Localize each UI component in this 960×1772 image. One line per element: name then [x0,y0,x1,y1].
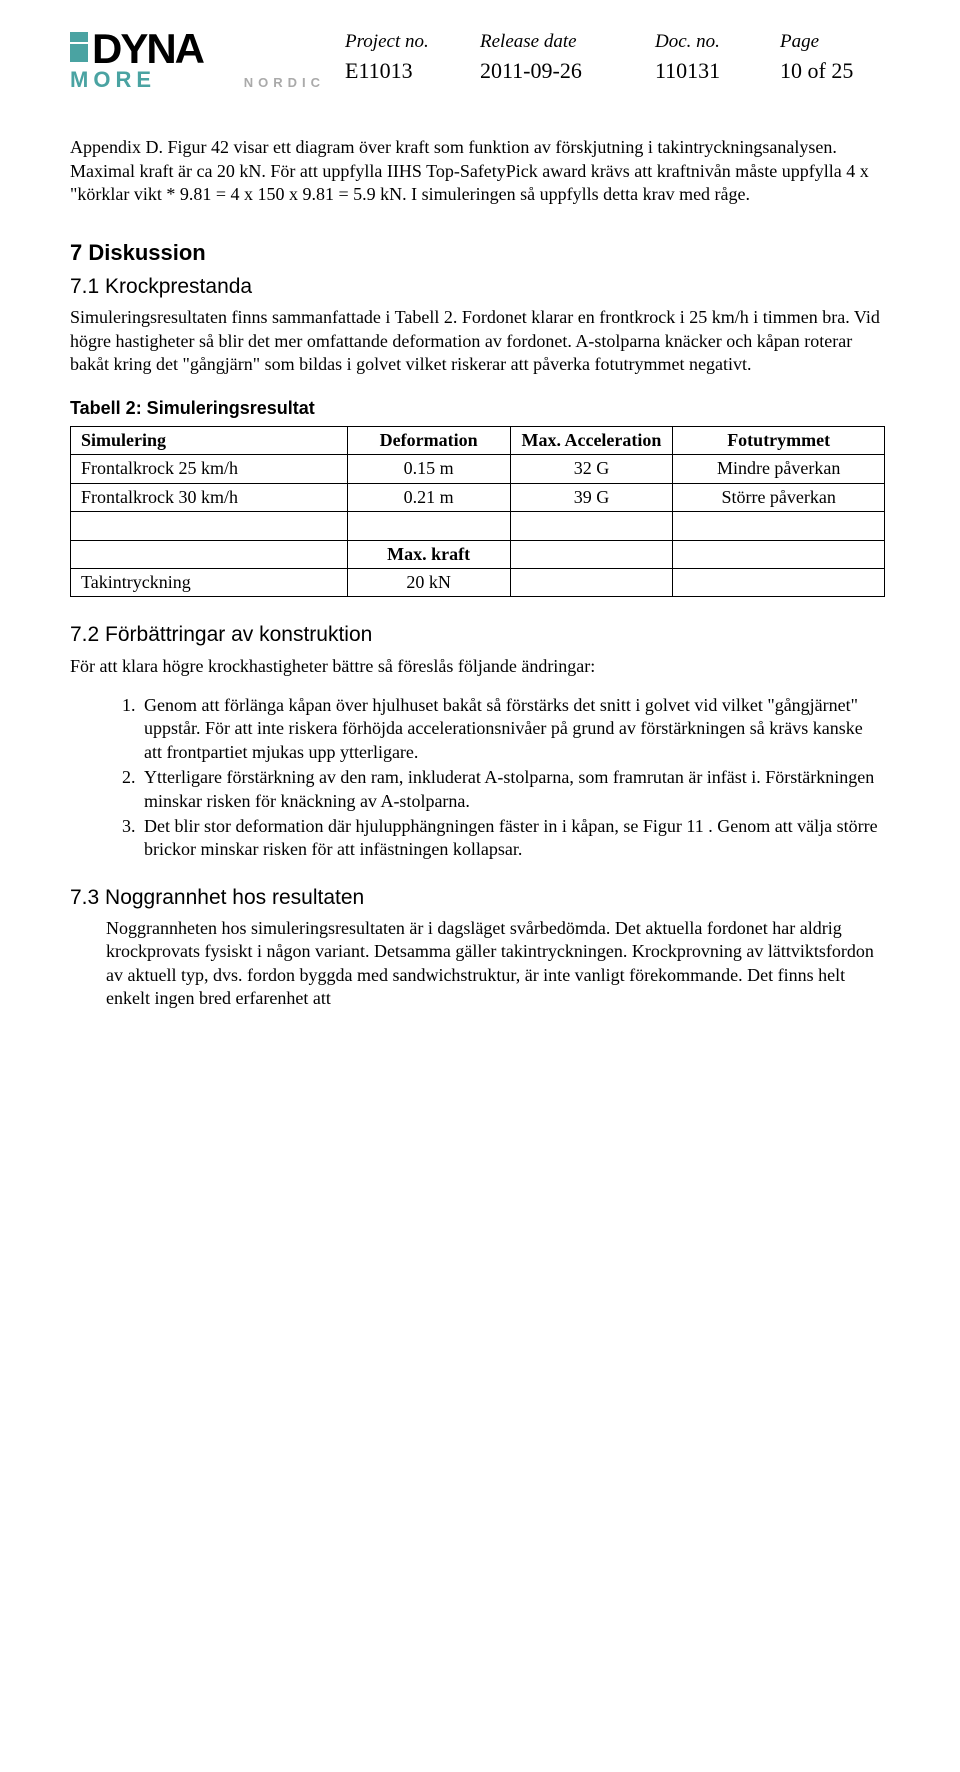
cell: Större påverkan [673,483,885,511]
cell: Takintryckning [71,568,348,596]
cell [510,568,673,596]
section-7-3-heading: 7.3 Noggrannhet hos resultaten [70,884,885,911]
section-7-3-paragraph: Noggrannheten hos simuleringsresultaten … [106,917,885,1011]
table-row: Takintryckning 20 kN [71,568,885,596]
meta-label-page: Page [780,30,819,55]
th-simulering: Simulering [71,427,348,455]
meta-label-project: Project no. [345,30,480,55]
document-page: DYNA MORE NORDIC Project no. Release dat… [35,0,925,1087]
th-max-kraft: Max. kraft [347,540,510,568]
list-item: Ytterligare förstärkning av den ram, ink… [140,766,885,813]
th-deformation: Deformation [347,427,510,455]
cell: 32 G [510,455,673,483]
logo-mark-icon [70,32,90,62]
page-header: DYNA MORE NORDIC Project no. Release dat… [70,30,885,94]
table-mid-header-row: Max. kraft [71,540,885,568]
logo: DYNA MORE NORDIC [70,30,325,94]
cell: 20 kN [347,568,510,596]
th-fotutrymmet: Fotutrymmet [673,427,885,455]
section-7-heading: 7 Diskussion [70,239,885,268]
section-7-1-paragraph: Simuleringsresultaten finns sammanfattad… [70,306,885,376]
intro-paragraph: Appendix D. Figur 42 visar ett diagram ö… [70,136,885,206]
logo-main-text: DYNA [92,30,203,68]
cell: 0.21 m [347,483,510,511]
meta-doc-no: 110131 [655,57,780,86]
cell [510,540,673,568]
list-item: Det blir stor deformation där hjulupphän… [140,815,885,862]
cell [71,540,348,568]
table-row-empty [71,512,885,540]
table-simuleringsresultat: Simulering Deformation Max. Acceleration… [70,426,885,597]
meta-page-no: 10 of 25 [780,57,853,86]
table-row: Frontalkrock 25 km/h 0.15 m 32 G Mindre … [71,455,885,483]
section-7-2-heading: 7.2 Förbättringar av konstruktion [70,621,885,648]
logo-sub-text: MORE [70,66,156,95]
cell: 39 G [510,483,673,511]
section-7-1-heading: 7.1 Krockprestanda [70,273,885,300]
cell: Mindre påverkan [673,455,885,483]
table-2-caption: Tabell 2: Simuleringsresultat [70,397,885,420]
cell: Frontalkrock 30 km/h [71,483,348,511]
table-row: Frontalkrock 30 km/h 0.21 m 39 G Större … [71,483,885,511]
meta-label-doc: Doc. no. [655,30,780,55]
improvements-list: Genom att förlänga kåpan över hjulhuset … [70,694,885,862]
cell: 0.15 m [347,455,510,483]
meta-label-release: Release date [480,30,655,55]
section-7-2-lead: För att klara högre krockhastigheter bät… [70,655,885,678]
cell [673,540,885,568]
meta-release-date: 2011-09-26 [480,57,655,86]
list-item: Genom att förlänga kåpan över hjulhuset … [140,694,885,764]
cell [673,568,885,596]
meta-project-no: E11013 [345,57,480,86]
logo-region-text: NORDIC [244,75,325,92]
th-max-accel: Max. Acceleration [510,427,673,455]
cell: Frontalkrock 25 km/h [71,455,348,483]
table-header-row: Simulering Deformation Max. Acceleration… [71,427,885,455]
doc-meta: Project no. Release date Doc. no. Page E… [345,30,885,85]
